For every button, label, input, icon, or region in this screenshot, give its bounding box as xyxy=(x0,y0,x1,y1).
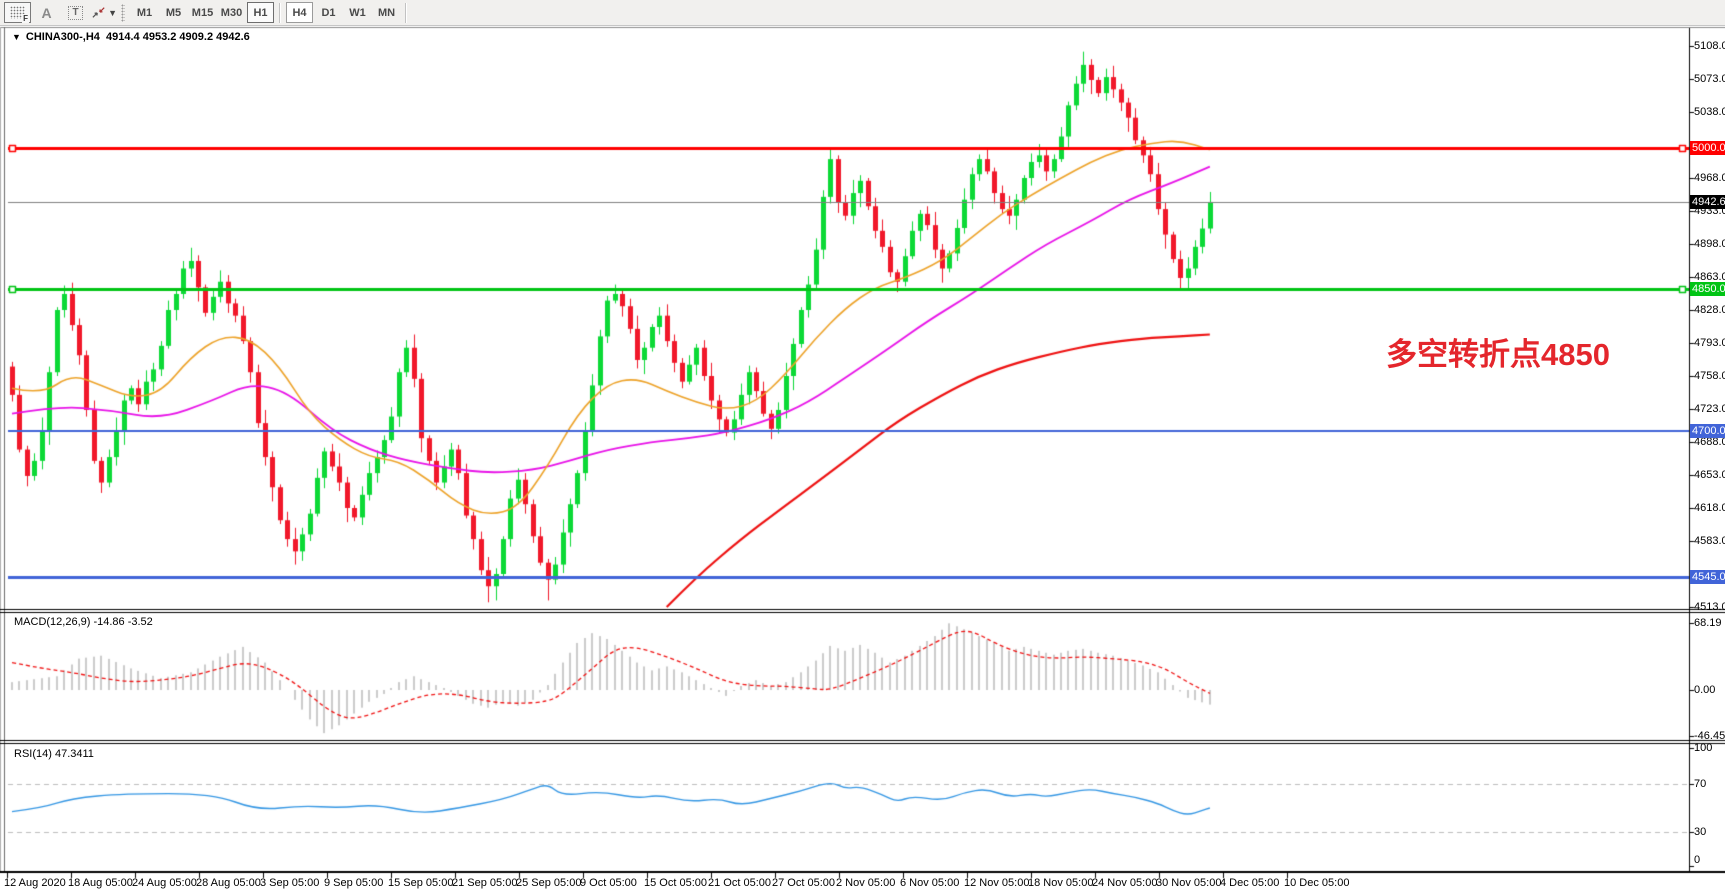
price-tick-label: 4793.0 xyxy=(1694,336,1725,349)
date-label: 12 Nov 05:00 xyxy=(964,877,1030,889)
date-label: 2 Nov 05:00 xyxy=(836,877,896,889)
toolbar-grip[interactable] xyxy=(121,3,125,22)
price-tag-4850.0: 4850.0 xyxy=(1690,282,1725,297)
price-tick-label: 4583.0 xyxy=(1694,534,1725,547)
macd-tick-label: 68.19 xyxy=(1694,617,1722,630)
date-label: 27 Oct 05:00 xyxy=(772,877,835,889)
date-label: 15 Sep 05:00 xyxy=(388,877,454,889)
date-label: 30 Nov 05:00 xyxy=(1156,877,1222,889)
macd-label: MACD(12,26,9) -14.86 -3.52 xyxy=(14,616,153,628)
timeframe-button-mn[interactable]: MN xyxy=(377,6,396,19)
text-label-button[interactable]: A xyxy=(33,2,60,23)
text-label-icon: A xyxy=(41,4,52,21)
price-tick-label: 4688.0 xyxy=(1694,435,1725,448)
chart-title: ▼ CHINA300-,H4 4914.4 4953.2 4909.2 4942.… xyxy=(12,31,250,43)
grid-f-label: F xyxy=(22,14,29,23)
toolbar-separator xyxy=(405,2,407,23)
date-label: 24 Aug 05:00 xyxy=(132,877,197,889)
grid-template-button[interactable]: F xyxy=(4,2,31,23)
price-tick-label: 4723.0 xyxy=(1694,402,1725,415)
date-label: 21 Sep 05:00 xyxy=(452,877,518,889)
price-tick-label: 4863.0 xyxy=(1694,270,1725,283)
date-label: 24 Nov 05:00 xyxy=(1092,877,1158,889)
price-tick-label: 4513.0 xyxy=(1694,601,1725,613)
rsi-tick-label: 0 xyxy=(1694,854,1701,866)
date-label: 18 Nov 05:00 xyxy=(1028,877,1094,889)
price-tag-4942.6: 4942.6 xyxy=(1690,194,1725,209)
timeframe-button-d1[interactable]: D1 xyxy=(321,6,336,19)
chart-dropdown-icon[interactable]: ▼ xyxy=(12,32,21,42)
price-tick-label: 4758.0 xyxy=(1694,369,1725,382)
timeframe-button-m5[interactable]: M5 xyxy=(165,6,182,19)
textbox-tool-button[interactable]: T xyxy=(62,2,89,23)
rsi-label: RSI(14) 47.3411 xyxy=(14,748,94,760)
arrows-icon xyxy=(92,7,105,18)
date-label: 12 Aug 2020 xyxy=(4,877,66,889)
date-label: 25 Sep 05:00 xyxy=(516,877,582,889)
price-tick-label: 4653.0 xyxy=(1694,468,1725,481)
timeframe-toolbar: M1 M5 M15 M30 H1 H4 D1 W1 MN xyxy=(130,2,401,23)
price-tick-label: 4968.0 xyxy=(1694,171,1725,184)
date-label: 3 Sep 05:00 xyxy=(260,877,320,889)
price-tag-5000.0: 5000.0 xyxy=(1690,140,1725,155)
date-label: 6 Nov 05:00 xyxy=(900,877,960,889)
date-label: 4 Dec 05:00 xyxy=(1220,877,1280,889)
price-tag-4700.0: 4700.0 xyxy=(1690,423,1725,438)
macd-tick-label: 0.00 xyxy=(1694,684,1716,696)
toolbar: F A T ▼ M1 M5 M15 M30 H1 H4 D1 W1 MN xyxy=(0,0,1725,26)
toolbar-separator xyxy=(279,2,281,23)
date-label: 28 Aug 05:00 xyxy=(196,877,261,889)
rsi-tick-label: 100 xyxy=(1694,742,1713,754)
price-tick-label: 5073.0 xyxy=(1694,72,1725,85)
date-label: 9 Oct 05:00 xyxy=(580,877,637,889)
price-tick-label: 4898.0 xyxy=(1694,237,1725,250)
dropdown-caret-icon: ▼ xyxy=(108,7,117,18)
textbox-icon: T xyxy=(68,5,83,20)
date-label: 10 Dec 05:00 xyxy=(1284,877,1350,889)
timeframe-button-w1[interactable]: W1 xyxy=(349,6,366,19)
arrows-tool-button[interactable]: ▼ xyxy=(91,2,118,23)
ohlc-values: 4914.4 4953.2 4909.2 4942.6 xyxy=(106,31,250,43)
timeframe-button-m1[interactable]: M1 xyxy=(136,6,153,19)
rsi-tick-label: 70 xyxy=(1694,778,1707,790)
timeframe-button-m15[interactable]: M15 xyxy=(191,6,214,19)
price-tick-label: 5108.0 xyxy=(1694,39,1725,52)
timeframe-button-h1[interactable]: H1 xyxy=(247,2,274,23)
date-label: 21 Oct 05:00 xyxy=(708,877,771,889)
price-tick-label: 4618.0 xyxy=(1694,501,1725,514)
price-tag-4545.0: 4545.0 xyxy=(1690,569,1725,584)
grid-icon: F xyxy=(10,6,29,23)
rsi-tick-label: 30 xyxy=(1694,826,1707,838)
price-tick-label: 5038.0 xyxy=(1694,105,1725,118)
macd-tick-label: -46.45 xyxy=(1694,729,1725,742)
symbol-period-label: CHINA300-,H4 xyxy=(25,31,100,43)
timeframe-button-h4[interactable]: H4 xyxy=(286,2,313,23)
date-label: 9 Sep 05:00 xyxy=(324,877,384,889)
price-tick-label: 4828.0 xyxy=(1694,303,1725,316)
date-label: 15 Oct 05:00 xyxy=(644,877,707,889)
date-label: 18 Aug 05:00 xyxy=(68,877,133,889)
annotation-text[interactable]: 多空转折点4850 xyxy=(1386,337,1610,372)
timeframe-button-m30[interactable]: M30 xyxy=(220,6,243,19)
